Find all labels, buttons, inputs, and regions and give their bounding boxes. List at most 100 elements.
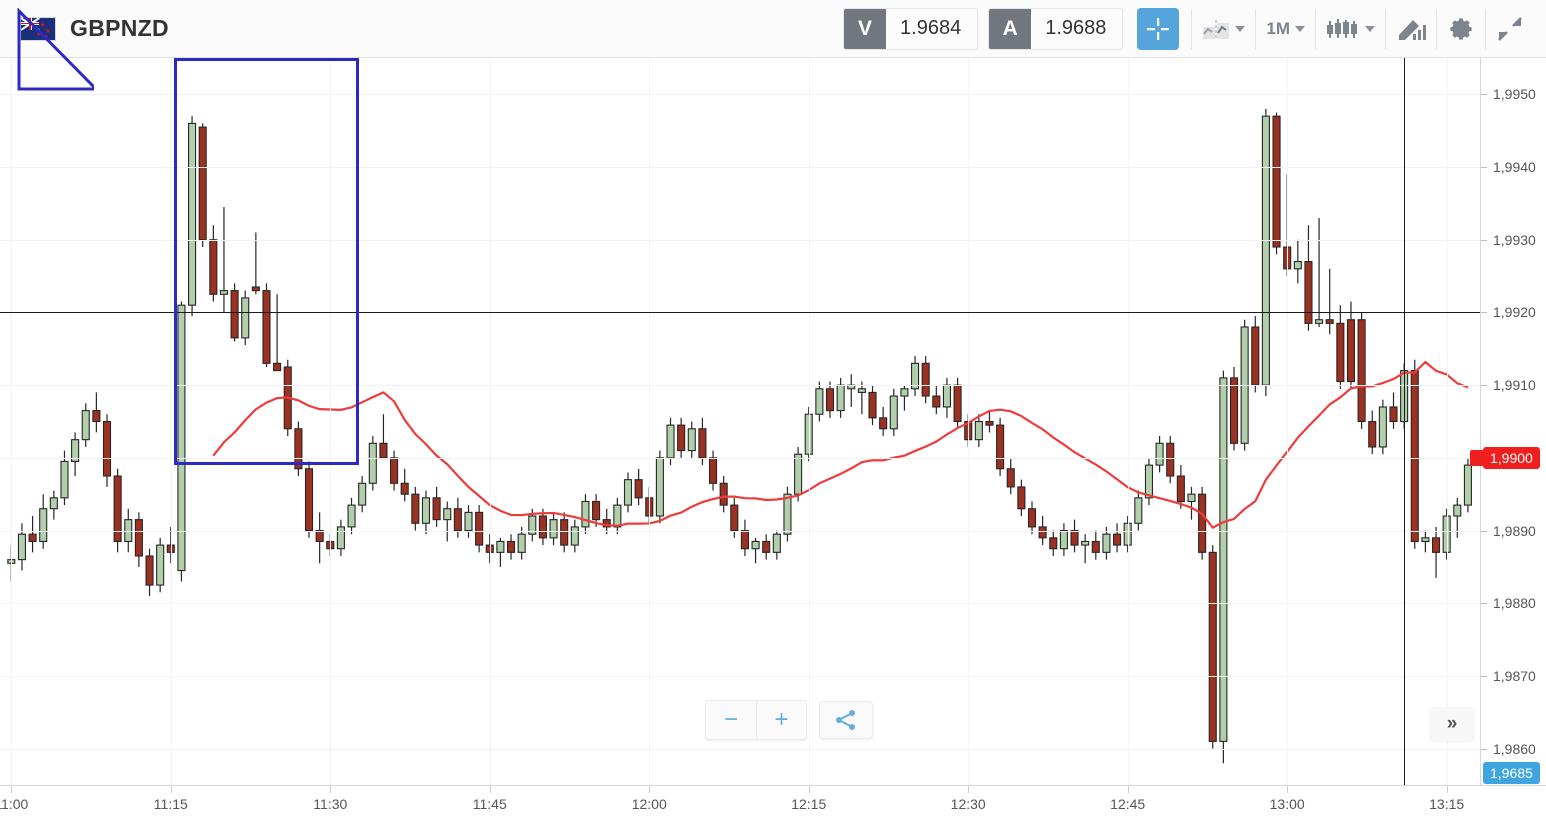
candle-body bbox=[655, 457, 664, 517]
zoom-in-button[interactable]: + bbox=[756, 701, 806, 739]
candle-body bbox=[613, 504, 622, 528]
time-axis-label: 11:30 bbox=[313, 796, 348, 812]
candle-body bbox=[1431, 537, 1441, 553]
candle-body bbox=[1336, 322, 1345, 383]
candle-body bbox=[1144, 464, 1154, 499]
ask-quote[interactable]: A 1.9688 bbox=[988, 7, 1124, 50]
share-icon bbox=[836, 710, 855, 730]
time-axis-label: 13:15 bbox=[1429, 796, 1465, 812]
gear-icon bbox=[1450, 17, 1472, 40]
chart-header-toolbar: ★ ★ ★ ★ GBPNZD V 1.9684 A 1.9688 bbox=[0, 0, 1546, 58]
candle-body bbox=[592, 500, 601, 521]
candle-body bbox=[1421, 537, 1430, 543]
settings-button[interactable] bbox=[1437, 8, 1485, 50]
candle-body bbox=[475, 511, 484, 546]
candle-body bbox=[528, 515, 537, 535]
price-axis-label: 1,9950 bbox=[1493, 86, 1536, 103]
toolbar-divider bbox=[1255, 8, 1257, 49]
candle-body bbox=[974, 420, 983, 441]
chart-type-selector[interactable] bbox=[1316, 8, 1385, 50]
candle-body bbox=[17, 533, 26, 561]
collapse-button[interactable] bbox=[1486, 8, 1534, 50]
candle-body bbox=[1113, 533, 1122, 546]
candle-body bbox=[496, 540, 505, 553]
chevron-down-icon bbox=[1235, 25, 1246, 32]
gridline-horizontal bbox=[0, 385, 1480, 387]
time-axis-label: 11:00 bbox=[0, 796, 29, 812]
crosshair-vertical-line bbox=[1404, 58, 1406, 785]
candle-body bbox=[602, 519, 611, 528]
candle-body bbox=[347, 504, 356, 528]
time-tick-mark bbox=[1446, 786, 1448, 793]
triangle-annotation[interactable] bbox=[16, 8, 94, 92]
candle-body bbox=[1357, 319, 1366, 423]
candle-body bbox=[1006, 468, 1015, 488]
price-tick-mark bbox=[1481, 603, 1487, 605]
candle-body bbox=[230, 290, 239, 339]
gridline-vertical bbox=[489, 58, 491, 785]
candle-body bbox=[985, 420, 994, 426]
gridline-vertical bbox=[808, 58, 810, 785]
toolbar-divider bbox=[1385, 8, 1386, 49]
candle-body bbox=[783, 493, 792, 535]
price-axis-label: 1,9880 bbox=[1493, 595, 1536, 612]
gridline-vertical bbox=[649, 58, 651, 785]
chart-plot-area[interactable]: − + » bbox=[0, 58, 1480, 785]
candle-body bbox=[1378, 406, 1387, 448]
candle-body bbox=[900, 388, 909, 397]
symbol-block[interactable]: ★ ★ ★ ★ GBPNZD bbox=[0, 15, 169, 42]
bid-quote[interactable]: V 1.9684 bbox=[843, 7, 979, 50]
price-tick-mark bbox=[1481, 167, 1487, 169]
candle-body bbox=[1091, 540, 1100, 553]
zoom-out-button[interactable]: − bbox=[706, 701, 756, 739]
gridline-vertical bbox=[1446, 58, 1448, 785]
price-tick-mark bbox=[1481, 94, 1487, 96]
candle-body bbox=[134, 519, 143, 557]
candle-body bbox=[666, 424, 675, 459]
candle-body bbox=[219, 290, 229, 295]
price-axis[interactable]: 1,9950 1,9940 1,9930 1,9920 1,9910 1,9900 1,98… bbox=[1480, 58, 1546, 785]
candle-body bbox=[368, 442, 377, 484]
gridline-horizontal bbox=[0, 457, 1480, 459]
candle-body bbox=[1081, 540, 1090, 546]
time-axis[interactable]: 11:00 11:15 11:30 11:45 12:00 12:15 12:30 12:45… bbox=[0, 785, 1546, 823]
timeframe-selector[interactable]: 1M bbox=[1256, 8, 1315, 50]
candle-body bbox=[71, 439, 80, 463]
candle-body bbox=[889, 395, 898, 430]
candle-body bbox=[560, 519, 569, 546]
time-axis-label: 12:00 bbox=[631, 796, 667, 812]
candle-body bbox=[1229, 377, 1239, 444]
compare-chart-button[interactable] bbox=[1192, 8, 1255, 50]
share-button[interactable] bbox=[819, 701, 873, 739]
candle-body bbox=[623, 479, 633, 506]
price-tick-mark bbox=[1481, 239, 1487, 241]
candle-body bbox=[794, 453, 803, 495]
candle-body bbox=[1346, 319, 1356, 383]
scroll-to-latest-button[interactable]: » bbox=[1430, 707, 1474, 741]
time-tick-mark bbox=[1287, 786, 1289, 793]
price-axis-label: 1,9930 bbox=[1493, 231, 1536, 248]
price-axis-label: 1,9860 bbox=[1493, 740, 1536, 757]
candle-body bbox=[113, 475, 122, 543]
time-axis-label: 11:15 bbox=[153, 796, 188, 812]
time-tick-mark bbox=[649, 786, 651, 793]
chevron-down-icon bbox=[1365, 25, 1375, 32]
candle-body bbox=[1410, 370, 1419, 543]
timeframe-label: 1M bbox=[1266, 18, 1290, 38]
crosshair-tool-button[interactable] bbox=[1137, 7, 1180, 50]
toolbar-divider bbox=[1485, 8, 1486, 49]
time-axis-label: 13:00 bbox=[1269, 796, 1305, 812]
current-price-marker bbox=[1470, 449, 1484, 466]
candlestick-plot bbox=[7, 108, 1472, 764]
candle-body bbox=[358, 482, 367, 506]
gridline-vertical bbox=[330, 58, 332, 785]
gridline-vertical bbox=[1287, 58, 1289, 785]
candle-body bbox=[241, 297, 250, 339]
ask-tag: A bbox=[989, 8, 1032, 49]
candle-body bbox=[1304, 261, 1313, 324]
rectangle-annotation[interactable] bbox=[174, 58, 359, 466]
draw-tools-button[interactable] bbox=[1386, 8, 1436, 50]
zoom-button-group: − + bbox=[705, 700, 807, 740]
candle-body bbox=[538, 515, 547, 539]
